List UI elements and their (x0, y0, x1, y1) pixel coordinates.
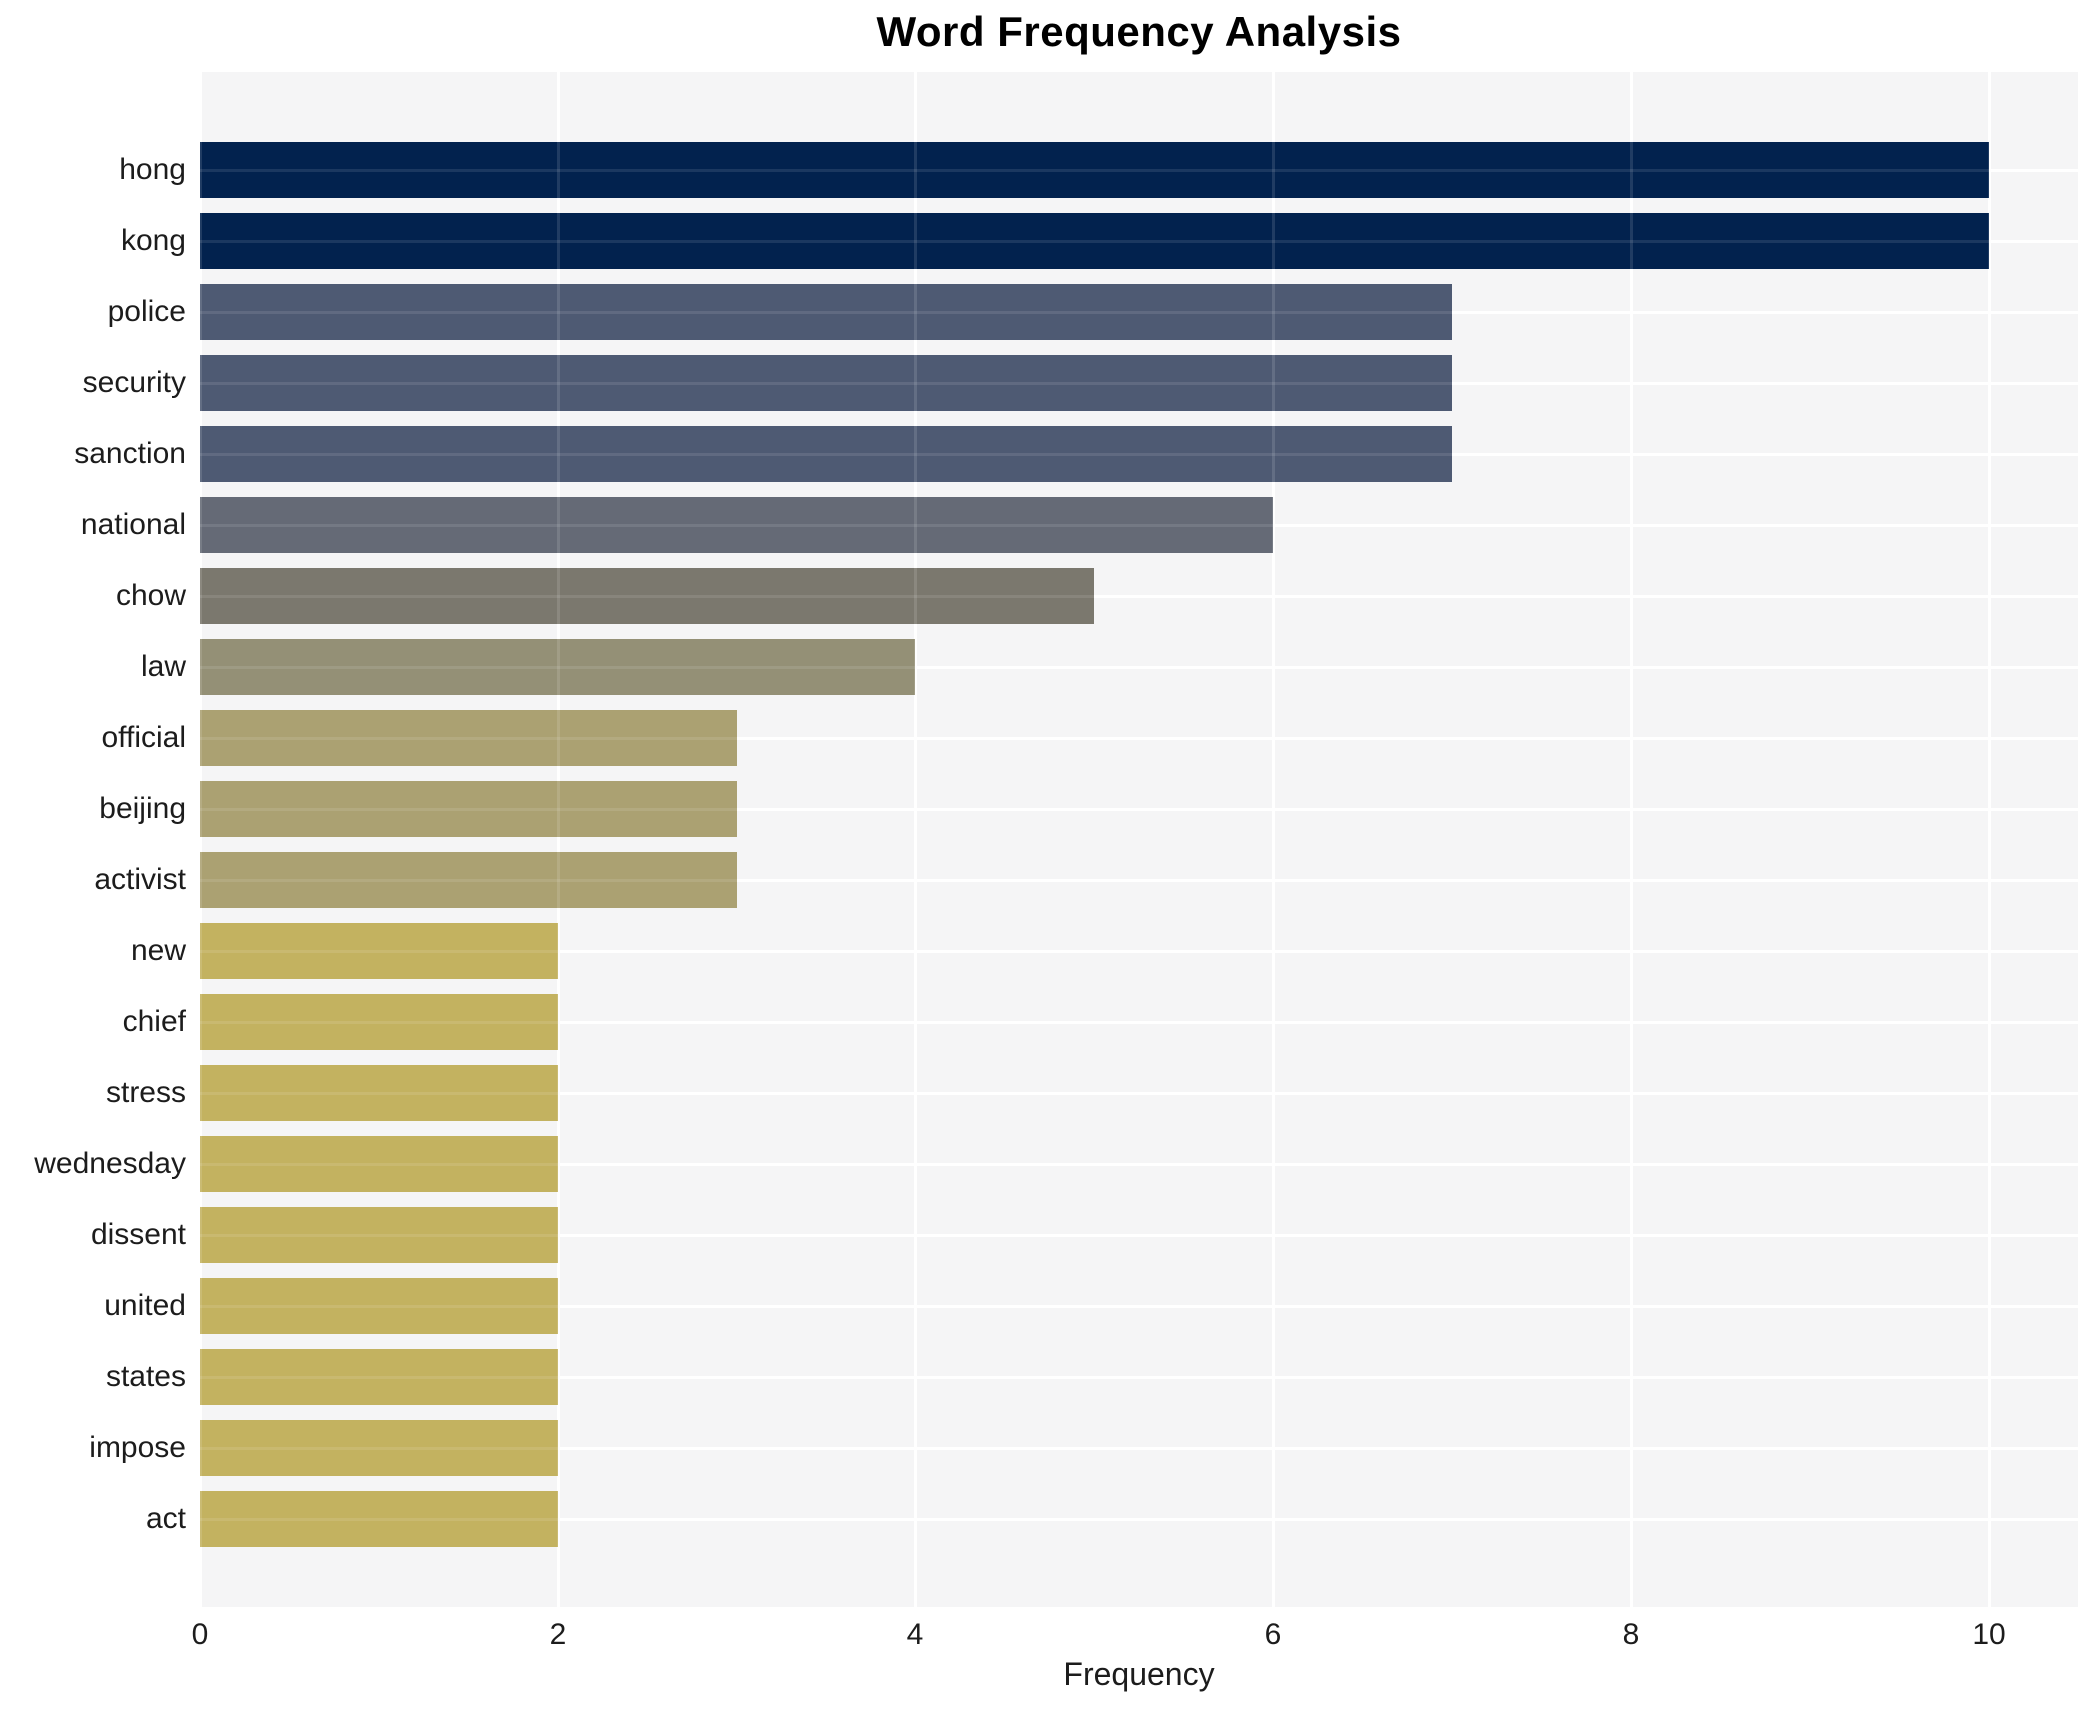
horizontal-gridline-overlay-stress (200, 1092, 2078, 1095)
bar-united (200, 1278, 558, 1334)
horizontal-gridline-overlay-new (200, 950, 2078, 953)
horizontal-gridline-overlay-states (200, 1376, 2078, 1379)
horizontal-gridline-chow (200, 595, 2078, 598)
bar-impose (200, 1420, 558, 1476)
horizontal-gridline-overlay-wednesday (200, 1163, 2078, 1166)
vertical-gridline-8 (1630, 72, 1633, 1607)
horizontal-gridline-wednesday (200, 1163, 2078, 1166)
horizontal-gridline-overlay-beijing (200, 808, 2078, 811)
y-tick-label-wednesday: wednesday (34, 1147, 186, 1180)
horizontal-gridline-dissent (200, 1234, 2078, 1237)
y-tick-label-dissent: dissent (90, 1218, 186, 1251)
horizontal-gridline-activist (200, 879, 2078, 882)
chart-title: Word Frequency Analysis (876, 8, 1402, 55)
vertical-gridline-overlay-10 (1988, 72, 1991, 1607)
horizontal-gridline-states (200, 1376, 2078, 1379)
horizontal-gridline-overlay-dissent (200, 1234, 2078, 1237)
y-tick-label-states: states (105, 1360, 186, 1393)
bar-sanction (200, 426, 1452, 482)
y-tick-label-new: new (130, 934, 186, 967)
bar-act (200, 1491, 558, 1547)
y-tick-label-chief: chief (122, 1005, 186, 1038)
y-tick-label-police: police (107, 295, 186, 328)
bar-security (200, 355, 1452, 411)
bar-national (200, 497, 1273, 553)
bar-dissent (200, 1207, 558, 1263)
horizontal-gridline-official (200, 737, 2078, 740)
vertical-gridline-overlay-6 (1272, 72, 1275, 1607)
bar-kong (200, 213, 1989, 269)
bar-law (200, 639, 915, 695)
horizontal-gridline-overlay-impose (200, 1447, 2078, 1450)
bar-chow (200, 568, 1094, 624)
y-tick-label-activist: activist (94, 863, 186, 896)
horizontal-gridline-chief (200, 1021, 2078, 1024)
x-tick-label-4: 4 (906, 1618, 924, 1651)
vertical-gridline-6 (1272, 72, 1275, 1607)
bar-official (200, 710, 737, 766)
vertical-gridline-4 (914, 72, 917, 1607)
y-tick-label-impose: impose (89, 1431, 186, 1464)
bar-activist (200, 852, 737, 908)
vertical-gridline-10 (1988, 72, 1991, 1607)
vertical-gridline-2 (557, 72, 560, 1607)
horizontal-gridline-united (200, 1305, 2078, 1308)
y-tick-label-sanction: sanction (74, 437, 186, 470)
horizontal-gridline-overlay-kong (200, 240, 2078, 243)
horizontal-gridline-new (200, 950, 2078, 953)
x-tick-label-8: 8 (1622, 1618, 1640, 1651)
horizontal-gridline-overlay-chow (200, 595, 2078, 598)
y-tick-label-law: law (140, 650, 186, 683)
bar-new (200, 923, 558, 979)
bar-beijing (200, 781, 737, 837)
y-tick-label-national: national (80, 508, 186, 541)
horizontal-gridline-overlay-official (200, 737, 2078, 740)
horizontal-gridline-overlay-law (200, 666, 2078, 669)
x-tick-label-0: 0 (191, 1618, 209, 1651)
plot-area (199, 72, 2078, 1607)
x-axis-label: Frequency (1063, 1656, 1215, 1692)
bar-police (200, 284, 1452, 340)
bar-states (200, 1349, 558, 1405)
vertical-gridline-overlay-2 (557, 72, 560, 1607)
bar-chief (200, 994, 558, 1050)
horizontal-gridline-overlay-activist (200, 879, 2078, 882)
vertical-gridline-0 (199, 72, 202, 1607)
horizontal-gridline-stress (200, 1092, 2078, 1095)
y-tick-label-security: security (82, 366, 186, 399)
horizontal-gridline-overlay-chief (200, 1021, 2078, 1024)
bar-wednesday (200, 1136, 558, 1192)
horizontal-gridline-overlay-police (200, 311, 2078, 314)
horizontal-gridline-overlay-national (200, 524, 2078, 527)
horizontal-gridline-overlay-security (200, 382, 2078, 385)
horizontal-gridline-beijing (200, 808, 2078, 811)
horizontal-gridline-act (200, 1518, 2078, 1521)
x-tick-label-10: 10 (1972, 1618, 2006, 1651)
y-tick-label-united: united (104, 1289, 186, 1322)
x-tick-label-6: 6 (1264, 1618, 1282, 1651)
y-tick-label-official: official (101, 721, 187, 754)
y-tick-label-beijing: beijing (99, 792, 186, 825)
vertical-gridline-overlay-0 (199, 72, 202, 1607)
horizontal-gridline-impose (200, 1447, 2078, 1450)
horizontal-gridline-law (200, 666, 2078, 669)
y-tick-label-chow: chow (115, 579, 186, 612)
y-tick-label-stress: stress (105, 1076, 186, 1109)
y-tick-label-hong: hong (119, 153, 186, 186)
bar-hong (200, 142, 1989, 198)
vertical-gridline-overlay-4 (914, 72, 917, 1607)
horizontal-gridline-overlay-hong (200, 169, 2078, 172)
horizontal-gridline-overlay-united (200, 1305, 2078, 1308)
horizontal-gridline-overlay-sanction (200, 453, 2078, 456)
y-tick-label-act: act (145, 1502, 186, 1535)
bar-stress (200, 1065, 558, 1121)
x-tick-label-2: 2 (549, 1618, 567, 1651)
horizontal-gridline-overlay-act (200, 1518, 2078, 1521)
vertical-gridline-overlay-8 (1630, 72, 1633, 1607)
y-tick-label-kong: kong (120, 224, 186, 257)
